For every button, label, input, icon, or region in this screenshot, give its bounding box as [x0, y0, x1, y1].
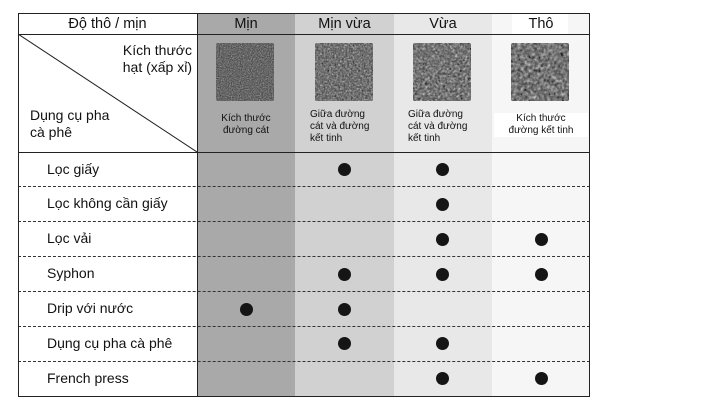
- recommended-dot: [435, 372, 449, 386]
- particle-size-heading: Kích thước hạt (xấp xỉ): [102, 42, 192, 76]
- row-label-water-drip: Drip với nước: [47, 300, 134, 316]
- row-divider: [18, 326, 590, 327]
- table-left-border: [18, 13, 19, 397]
- label-column-divider: [197, 13, 198, 397]
- recommended-dot: [337, 267, 351, 281]
- recommended-dot: [337, 302, 351, 316]
- row-label-paper-filter: Lọc giấy: [47, 161, 100, 177]
- row-divider: [18, 361, 590, 362]
- brewing-tool-heading-line1: Dụng cụ pha: [30, 107, 110, 123]
- particle-size-heading-line1: Kích thước: [122, 42, 192, 58]
- medium-grounds-image: [413, 43, 471, 101]
- size-description-line: Kích thước: [516, 113, 566, 124]
- size-description-medium-fine: Giữa đường cát và đường kết tinh: [310, 109, 396, 145]
- table-bottom-border: [18, 396, 590, 397]
- header-divider: [18, 34, 590, 35]
- row-label-cloth-filter: Lọc vải: [47, 230, 92, 246]
- column-header-medium-fine: Mịn vừa: [318, 15, 371, 32]
- size-description-line: đường kết tinh: [508, 125, 574, 136]
- row-label-coffee-maker: Dụng cụ pha cà phê: [47, 335, 173, 351]
- particle-size-heading-line2: hạt (xấp xỉ): [122, 59, 192, 75]
- column-header-coarse: Thô: [528, 15, 554, 32]
- size-description-medium: Giữa đường cát và đường kết tinh: [408, 109, 494, 145]
- corner-diagonal: [18, 34, 197, 152]
- row-label-paperless-filter: Lọc không cần giấy: [47, 195, 168, 211]
- size-description-coarse: Kích thước đường kết tinh: [494, 113, 588, 137]
- size-description-line: Giữa đường: [310, 109, 365, 120]
- size-description-line: cát và đường: [408, 121, 468, 132]
- brewing-tool-heading: Dụng cụ pha cà phê: [30, 107, 109, 141]
- size-description-line: kết tinh: [310, 133, 343, 144]
- recommended-dot: [239, 302, 253, 316]
- fine-grounds-image: [216, 43, 274, 101]
- medium-fine-grounds-image: [315, 43, 373, 101]
- recommended-dot: [337, 162, 351, 176]
- row-divider: [18, 221, 590, 222]
- recommended-dot: [534, 232, 548, 246]
- row-divider: [18, 256, 590, 257]
- table-top-border: [18, 13, 590, 14]
- recommended-dot: [435, 267, 449, 281]
- size-description-line: Giữa đường: [408, 109, 463, 120]
- recommended-dot: [337, 337, 351, 351]
- size-description-line: đường cát: [222, 125, 270, 136]
- recommended-dot: [435, 232, 449, 246]
- size-description-line: Kích thước: [221, 113, 271, 124]
- row-label-syphon: Syphon: [47, 265, 95, 281]
- size-description-line: kết tinh: [408, 133, 441, 144]
- row-divider: [18, 291, 590, 292]
- row-divider: [18, 186, 590, 187]
- grind-level-label: Độ thô / mịn: [68, 15, 147, 32]
- column-header-fine: Mịn: [234, 15, 258, 32]
- coarse-grounds-image: [511, 43, 569, 101]
- recommended-dot: [534, 372, 548, 386]
- corner-divider: [18, 152, 590, 153]
- brewing-tool-heading-line2: cà phê: [30, 124, 73, 140]
- row-label-french-press: French press: [47, 370, 129, 386]
- recommended-dot: [435, 197, 449, 211]
- size-description-fine: Kích thước đường cát: [200, 113, 292, 137]
- recommended-dot: [435, 162, 449, 176]
- recommended-dot: [534, 267, 548, 281]
- size-description-line: cát và đường: [310, 121, 370, 132]
- column-header-medium: Vừa: [429, 15, 457, 32]
- coarse-header-highlight: [512, 13, 568, 34]
- recommended-dot: [435, 337, 449, 351]
- grind-size-table: Độ thô / mịn Mịn Mịn vừa Vừa Thô Kích th…: [18, 13, 590, 397]
- table-right-border: [589, 13, 590, 397]
